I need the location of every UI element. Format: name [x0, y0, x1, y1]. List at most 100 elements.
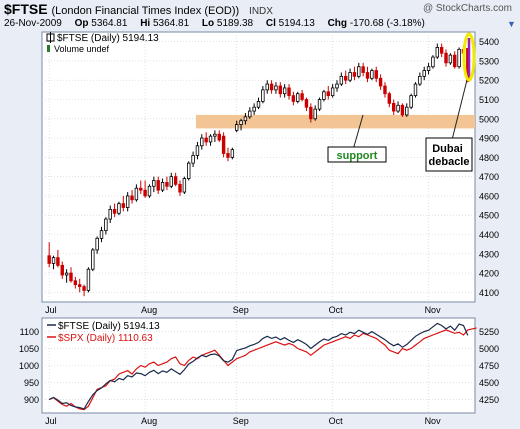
candle — [374, 66, 378, 83]
candle — [457, 47, 461, 69]
candle — [439, 43, 444, 58]
dubai-label: Dubai debacle — [429, 143, 470, 168]
candle-body — [457, 48, 461, 68]
candle — [291, 91, 296, 106]
candle — [91, 248, 95, 272]
candle-body — [195, 145, 200, 156]
candle-body — [256, 101, 261, 108]
candle-body — [51, 257, 56, 264]
ftse-line — [48, 322, 469, 410]
candle — [108, 205, 112, 223]
candle-body — [413, 83, 418, 97]
candle-body — [82, 286, 86, 291]
candle — [178, 180, 182, 196]
candle-body — [274, 85, 278, 91]
candle-body — [169, 176, 173, 187]
candle — [444, 49, 448, 67]
candle-body — [291, 95, 296, 102]
candle-body — [296, 93, 300, 102]
candle-body — [387, 93, 392, 104]
candle-body — [278, 85, 283, 95]
y-tick-label: 5400 — [479, 37, 499, 47]
x-tick-label: Oct — [329, 416, 344, 426]
candle-body — [152, 180, 156, 187]
x-tick-label: Nov — [425, 416, 442, 426]
y-tick-label: 4500 — [479, 211, 499, 221]
candle-body — [313, 108, 317, 120]
candle — [182, 176, 187, 194]
y-tick-label: 4700 — [479, 172, 499, 182]
candle — [112, 203, 117, 218]
candle — [274, 82, 278, 94]
candle-body — [99, 230, 104, 239]
candle — [261, 86, 265, 104]
candlestick-series — [47, 43, 470, 297]
candle-body — [335, 83, 339, 89]
change-value: -170.68 (-3.18%) — [349, 18, 425, 29]
candle — [365, 66, 370, 83]
candle-body — [191, 155, 195, 164]
candle — [422, 66, 426, 81]
candle-body — [330, 87, 335, 97]
y-tick-label: 4100 — [479, 288, 499, 298]
candle-body — [64, 272, 69, 276]
candle — [243, 113, 248, 125]
candle-body — [365, 72, 370, 79]
candle-body — [187, 162, 191, 179]
candle — [357, 62, 361, 79]
candle-body — [391, 102, 396, 112]
candle — [383, 82, 387, 98]
candle — [47, 242, 51, 268]
dropdown-arrow-icon[interactable]: ▼ — [507, 19, 516, 29]
quote-line: 26-Nov-2009 Op 5364.81 Hi 5364.81 Lo 518… — [4, 18, 425, 29]
comparison-y-axis-right: 4250 4500 4750 5000 5250 — [479, 327, 499, 405]
candle — [252, 103, 256, 115]
candle — [187, 161, 191, 181]
candle-body — [431, 56, 435, 68]
candle-body — [352, 72, 357, 77]
candle — [352, 66, 357, 81]
main-y-axis: 4100 4200 4300 4400 4500 4600 4700 4800 4900 5000… — [479, 37, 499, 298]
candle-body — [357, 66, 361, 77]
candle — [287, 84, 291, 100]
candle-body — [418, 75, 422, 85]
candle-body — [309, 106, 313, 120]
watermark: @ StockCharts.com — [422, 3, 512, 14]
y-tick-label: 5100 — [479, 95, 499, 105]
candle-body — [300, 93, 304, 100]
main-x-axis: Jul Aug Sep Oct Nov — [45, 305, 441, 315]
dubai-label-box — [425, 137, 473, 172]
y-tick-label: 5200 — [479, 76, 499, 86]
candle-body — [282, 87, 287, 95]
candle-body — [147, 185, 152, 197]
candle — [426, 62, 431, 75]
candle — [282, 84, 287, 98]
high-label: Hi — [140, 18, 151, 29]
candle-body — [361, 66, 365, 73]
candle — [269, 80, 274, 94]
comparison-y-axis-left: 900 950 1000 1050 1100 — [19, 327, 39, 405]
y-tick-label-left: 900 — [24, 395, 39, 405]
y-tick-label-right: 5000 — [479, 344, 499, 354]
candle — [152, 176, 156, 193]
candle-body — [344, 75, 348, 81]
legend-swatch-volume — [47, 45, 50, 52]
candle-body — [396, 104, 400, 112]
x-tick-label: Jul — [45, 416, 57, 426]
candle-body — [95, 237, 99, 251]
y-tick-label: 4900 — [479, 134, 499, 144]
candle-body — [112, 209, 117, 214]
candle-body — [130, 195, 134, 201]
candle-body — [409, 95, 413, 108]
candle — [234, 120, 239, 133]
close-label: Cl — [265, 18, 276, 29]
y-tick-label: 4300 — [479, 249, 499, 259]
close-value: 5194.13 — [278, 18, 315, 29]
candle-body — [77, 284, 82, 287]
x-tick-label: Oct — [329, 305, 344, 315]
support-label: support — [337, 150, 378, 162]
high-value: 5364.81 — [152, 18, 190, 29]
candle — [409, 93, 413, 110]
candle — [265, 80, 269, 94]
